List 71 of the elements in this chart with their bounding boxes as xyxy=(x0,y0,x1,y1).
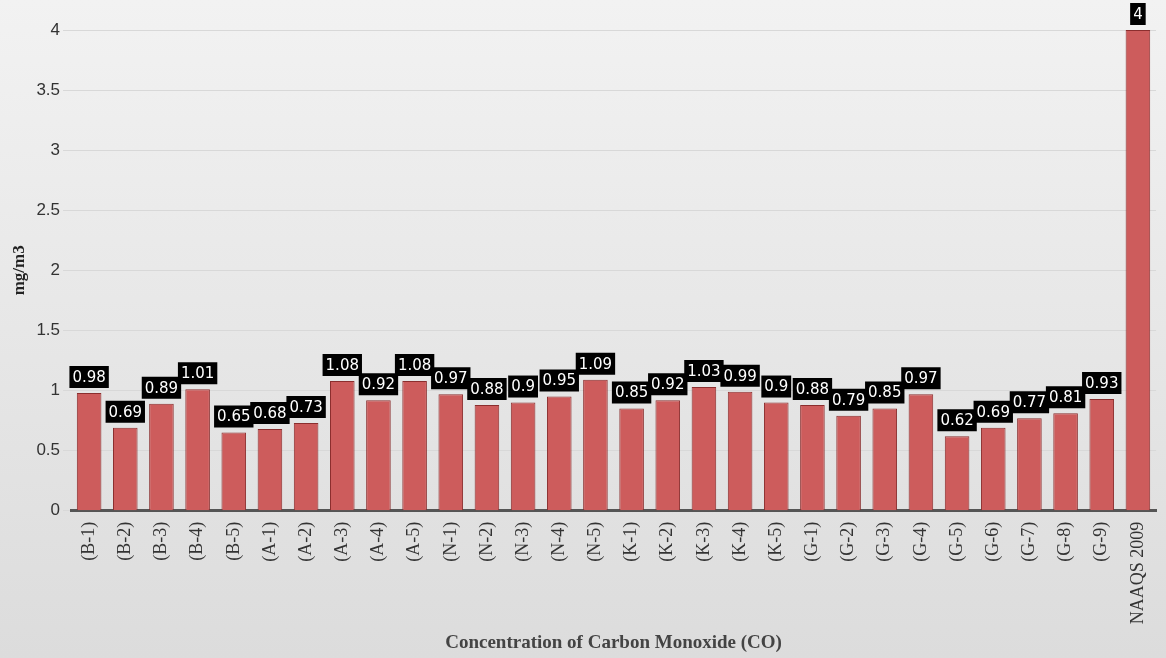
x-tick-label: (N-4) xyxy=(548,521,569,562)
data-label: 1.09 xyxy=(578,354,613,373)
data-label: 0.68 xyxy=(253,403,287,422)
data-label: 0.92 xyxy=(651,375,685,394)
data-label: 0.85 xyxy=(614,383,649,402)
data-label: 0.98 xyxy=(72,367,106,386)
data-label: 0.93 xyxy=(1085,373,1119,392)
y-tick-label: 0.5 xyxy=(36,440,61,460)
data-label: 0.69 xyxy=(976,402,1010,421)
data-label: 0.89 xyxy=(144,378,179,397)
x-tick-label: NAAQS 2009 xyxy=(1126,521,1147,625)
x-tick-label: (G-8) xyxy=(1054,521,1076,562)
x-tick-label: (A-2) xyxy=(294,521,316,562)
data-label: 1.08 xyxy=(325,355,359,374)
data-label: 0.73 xyxy=(289,397,323,416)
x-tick-label: (N-3) xyxy=(511,521,533,562)
data-label: 0.81 xyxy=(1048,388,1083,407)
data-label: 0.77 xyxy=(1012,393,1047,412)
x-tick-label: (G-6) xyxy=(981,521,1003,562)
x-tick-label: (K-5) xyxy=(765,521,786,562)
data-label: 0.69 xyxy=(108,402,142,421)
data-label: 0.97 xyxy=(904,369,938,388)
y-tick-label: 3 xyxy=(50,139,61,159)
y-tick-label: 0 xyxy=(50,500,61,520)
data-label: 1.08 xyxy=(397,355,432,374)
x-tick-label: (G-3) xyxy=(873,521,895,562)
data-label: 0.9 xyxy=(511,377,536,396)
y-axis-title: mg/m3 xyxy=(8,245,28,296)
y-tick-label: 1.5 xyxy=(36,320,61,340)
x-tick-label: (B-3) xyxy=(150,521,172,561)
x-tick-label: (K-4) xyxy=(728,521,750,562)
x-tick-label: (G-4) xyxy=(909,521,931,562)
x-tick-label: (G-7) xyxy=(1018,521,1040,562)
data-label: 0.85 xyxy=(868,383,902,402)
data-label: 0.65 xyxy=(217,407,251,426)
x-tick-label: (A-5) xyxy=(403,521,425,562)
x-tick-label: (N-1) xyxy=(439,521,461,562)
x-tick-label: (B-2) xyxy=(114,521,136,561)
y-tick-label: 2.5 xyxy=(36,199,61,219)
data-label: 0.79 xyxy=(831,390,866,409)
x-tick-label: (N-5) xyxy=(584,521,606,562)
data-label: 0.92 xyxy=(361,375,396,394)
x-tick-label: (K-3) xyxy=(692,521,714,562)
x-tick-label: (K-2) xyxy=(656,521,678,562)
data-label: 1.03 xyxy=(687,361,721,380)
data-label: 0.97 xyxy=(434,369,468,388)
data-label: 0.88 xyxy=(470,379,504,398)
x-tick-label: (B-4) xyxy=(186,521,208,561)
data-label: 4 xyxy=(1133,4,1143,23)
data-label: 0.88 xyxy=(795,379,830,398)
data-label: 0.9 xyxy=(764,377,789,396)
data-label: 0.62 xyxy=(940,411,974,430)
x-tick-label: (G-5) xyxy=(945,521,967,562)
x-tick-label: (K-1) xyxy=(620,521,642,562)
x-tick-label: (G-2) xyxy=(837,521,859,562)
data-label: 0.95 xyxy=(542,371,576,390)
data-label: 0.99 xyxy=(723,366,757,385)
x-tick-label: (B-5) xyxy=(222,521,244,561)
y-tick-label: 1 xyxy=(50,380,61,400)
y-tick-label: 2 xyxy=(50,260,61,280)
x-tick-label: (G-9) xyxy=(1090,521,1112,562)
y-tick-label: 4 xyxy=(50,19,61,39)
x-tick-label: (A-4) xyxy=(367,521,389,562)
x-tick-label: (A-1) xyxy=(258,521,280,562)
x-tick-label: (N-2) xyxy=(475,521,497,562)
x-tick-label: (G-1) xyxy=(801,521,823,562)
x-axis-title: Concentration of Carbon Monoxide (CO) xyxy=(445,630,782,653)
data-label: 1.01 xyxy=(180,364,215,383)
x-tick-label: (B-1) xyxy=(77,521,99,561)
y-tick-label: 3.5 xyxy=(36,79,61,99)
x-tick-label: (A-3) xyxy=(331,521,353,562)
